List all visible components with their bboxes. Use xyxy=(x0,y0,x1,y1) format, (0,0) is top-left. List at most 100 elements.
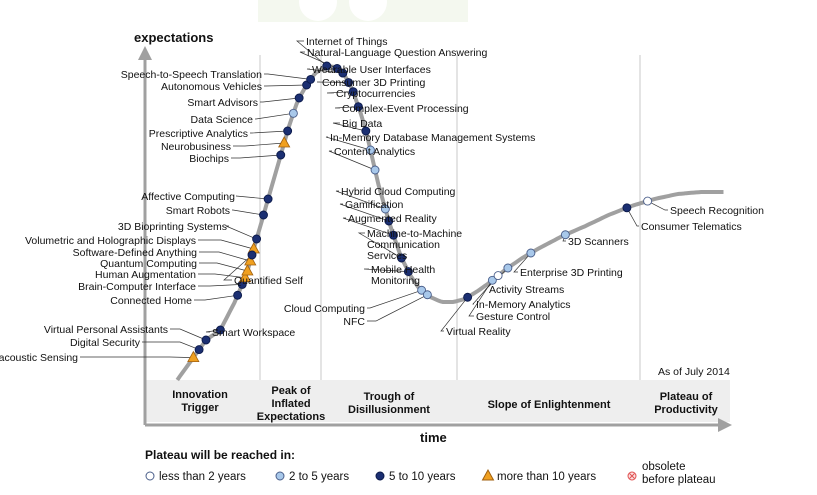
label-virtual-personal-assistants: Virtual Personal Assistants xyxy=(44,324,168,336)
marker-quantified-self xyxy=(247,250,257,260)
label-in-memory-database-management-systems: In-Memory Database Management Systems xyxy=(330,132,535,144)
label-connected-home: Connected Home xyxy=(110,295,192,307)
leader-consumer-telematics xyxy=(626,207,639,227)
marker-cloud-computing xyxy=(417,285,427,295)
marker-speech-to-speech-translation xyxy=(306,74,316,84)
leader-connected-home xyxy=(194,294,238,301)
leader-enterprise-3d-printing xyxy=(513,252,532,273)
label-affective-computing: Affective Computing xyxy=(141,191,235,203)
marker-natural-language-question-answering xyxy=(332,63,342,73)
label-software-defined-anything: Software-Defined Anything xyxy=(73,247,197,259)
leader-speech-recognition xyxy=(647,200,668,211)
label-in-memory-analytics: In-Memory Analytics xyxy=(476,299,571,311)
leader-consumer-3d-printing xyxy=(316,81,349,83)
marker-bioacoustic-sensing xyxy=(187,350,200,363)
leader-software-defined-anything xyxy=(199,251,251,262)
label-mobile-health-monitoring: Mobile Health Monitoring xyxy=(371,264,435,287)
leader-digital-security xyxy=(142,341,200,350)
label-smart-advisors: Smart Advisors xyxy=(187,97,258,109)
marker-human-augmentation xyxy=(238,270,252,283)
x-axis-title: time xyxy=(420,430,447,445)
label-smart-workspace: Smart Workspace xyxy=(212,327,295,339)
legend-marker-5to10 xyxy=(375,471,385,481)
label-big-data: Big Data xyxy=(342,118,382,130)
marker-hybrid-cloud-computing xyxy=(380,204,390,214)
marker-digital-security xyxy=(194,345,204,355)
leader-wearable-user-interfaces xyxy=(306,68,343,74)
data-markers xyxy=(187,61,653,363)
marker-complex-event-processing xyxy=(353,102,363,112)
leader-affective-computing xyxy=(235,195,269,200)
label-complex-event-processing: Complex-Event Processing xyxy=(342,103,469,115)
marker-gesture-control xyxy=(487,275,497,285)
leader-brain-computer-interface xyxy=(198,284,243,287)
leader-content-analytics xyxy=(328,150,376,171)
leader-autonomous-vehicles xyxy=(264,84,307,87)
label-nfc: NFC xyxy=(343,316,365,328)
leader-bioacoustic-sensing xyxy=(80,356,194,358)
legend-marker-lt2 xyxy=(145,471,155,481)
marker-mobile-health-monitoring xyxy=(403,267,413,277)
marker-virtual-personal-assistants xyxy=(201,335,211,345)
legend-label-2to5: 2 to 5 years xyxy=(289,471,349,483)
label-biochips: Biochips xyxy=(189,153,229,165)
label-enterprise-3d-printing: Enterprise 3D Printing xyxy=(520,267,623,279)
marker-smart-workspace xyxy=(215,325,225,335)
marker-consumer-telematics xyxy=(622,203,632,213)
label-natural-language-question-answering: Natural-Language Question Answering xyxy=(307,47,488,59)
legend-label-gt10: more than 10 years xyxy=(497,471,596,483)
label-human-augmentation: Human Augmentation xyxy=(95,269,196,281)
marker-internet-of-things xyxy=(322,61,332,71)
leader-cryptocurrencies xyxy=(326,91,354,94)
marker-quantum-computing xyxy=(241,264,254,276)
marker-wearable-user-interfaces xyxy=(338,68,348,78)
marker-in-memory-analytics xyxy=(493,271,503,281)
leader-volumetric-and-holographic-displays xyxy=(198,239,254,250)
label-augmented-reality: Augmented Reality xyxy=(348,213,437,225)
leader-biochips xyxy=(231,154,281,159)
marker-big-data xyxy=(361,126,371,136)
leader-machine-to-machine-communication-services xyxy=(357,232,402,259)
phase-peak: Peak of Inflated Expectations xyxy=(257,385,325,423)
leader-augmented-reality xyxy=(342,217,394,236)
marker-enterprise-3d-printing xyxy=(526,248,536,258)
label-consumer-telematics: Consumer Telematics xyxy=(641,221,742,233)
marker-smart-advisors xyxy=(294,93,304,103)
watermark-shape-left xyxy=(299,0,337,21)
marker-activity-streams xyxy=(503,263,513,273)
marker-cryptocurrencies xyxy=(348,87,358,97)
label-wearable-user-interfaces: Wearable User Interfaces xyxy=(312,64,431,76)
marker-3d-bioprinting-systems xyxy=(252,234,262,244)
phase-band-bg xyxy=(145,380,730,422)
legend-marker-gt10 xyxy=(481,468,495,481)
label-digital-security: Digital Security xyxy=(70,337,141,349)
axes: expectations time As of July 2014 xyxy=(134,30,732,445)
marker-machine-to-machine-communication-services xyxy=(397,253,406,263)
legend-label-5to10: 5 to 10 years xyxy=(389,471,456,483)
leader-big-data xyxy=(332,122,366,132)
marker-smart-robots xyxy=(259,210,268,220)
label-activity-streams: Activity Streams xyxy=(489,284,564,296)
label-virtual-reality: Virtual Reality xyxy=(446,326,511,338)
marker-neurobusiness xyxy=(278,136,291,148)
leader-complex-event-processing xyxy=(334,106,359,109)
leader-speech-to-speech-translation xyxy=(264,73,311,80)
leader-smart-advisors xyxy=(260,97,300,103)
legend-label-lt2: less than 2 years xyxy=(159,471,246,483)
leader-neurobusiness xyxy=(233,142,285,147)
leader-data-science xyxy=(255,112,294,120)
x-axis-arrow xyxy=(718,418,732,432)
phase-plateau: Plateau of Productivity xyxy=(654,391,718,416)
label-autonomous-vehicles: Autonomous Vehicles xyxy=(161,81,262,93)
leader-virtual-reality xyxy=(440,297,468,332)
leader-smart-robots xyxy=(232,209,264,216)
y-axis-arrow xyxy=(138,46,152,60)
label-3d-bioprinting-systems: 3D Bioprinting Systems xyxy=(118,221,227,233)
legend-title: Plateau will be reached in: xyxy=(145,448,295,462)
leader-smart-workspace xyxy=(205,329,221,333)
legend-marker-obsolete xyxy=(627,471,637,481)
leader-prescriptive-analytics xyxy=(250,130,288,134)
phase-band: Innovation Trigger Peak of Inflated Expecta… xyxy=(145,380,730,423)
